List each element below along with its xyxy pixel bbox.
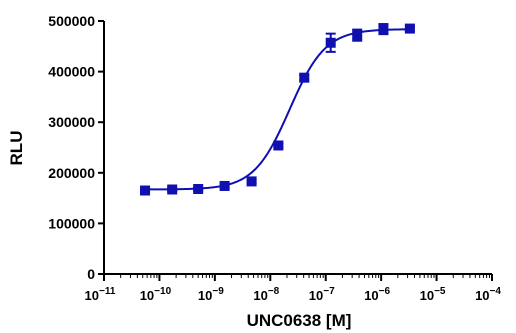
data-point [273,140,284,151]
data-point [299,72,310,83]
data-point [246,176,257,187]
x-tick-label: 10−11 [85,286,116,303]
x-tick-label: 10−10 [140,286,172,303]
y-tick-label: 300000 [48,114,95,130]
square-marker [246,176,257,187]
y-tick-label: 0 [87,266,95,282]
x-tick-label: 10−6 [364,286,390,303]
y-tick-label: 400000 [48,64,95,80]
y-axis-title: RLU [7,131,26,166]
y-tick-label: 200000 [48,165,95,181]
data-point [219,180,230,191]
x-tick-label: 10−5 [420,286,446,303]
x-axis: 10−11 10−10 10−9 10−8 10−7 10−6 10−5 10−4 [85,273,501,303]
data-points-layer [140,23,415,196]
data-point [378,23,389,36]
square-marker [325,37,336,48]
fit-curve-layer [145,28,410,191]
data-point [167,184,178,195]
square-marker [299,72,310,83]
data-point [352,28,363,42]
data-point [193,183,204,194]
square-marker [140,185,151,196]
square-marker [219,180,230,191]
data-point [404,23,415,34]
x-axis-title: UNC0638 [M] [247,311,352,330]
square-marker [167,184,178,195]
x-tick-label: 10−8 [253,286,279,303]
square-marker [378,24,389,35]
data-point [325,32,336,53]
x-tick-label: 10−4 [475,286,501,303]
data-point [140,185,151,196]
fit-curve [145,28,410,191]
y-tick-label: 500000 [48,13,95,29]
x-tick-label: 10−7 [309,286,335,303]
square-marker [352,30,363,41]
square-marker [193,183,204,194]
y-axis: 0 100000 200000 300000 400000 500000 [48,13,105,282]
x-tick-label: 10−9 [198,286,224,303]
square-marker [273,140,284,151]
square-marker [404,23,415,34]
y-tick-label: 100000 [48,215,95,231]
